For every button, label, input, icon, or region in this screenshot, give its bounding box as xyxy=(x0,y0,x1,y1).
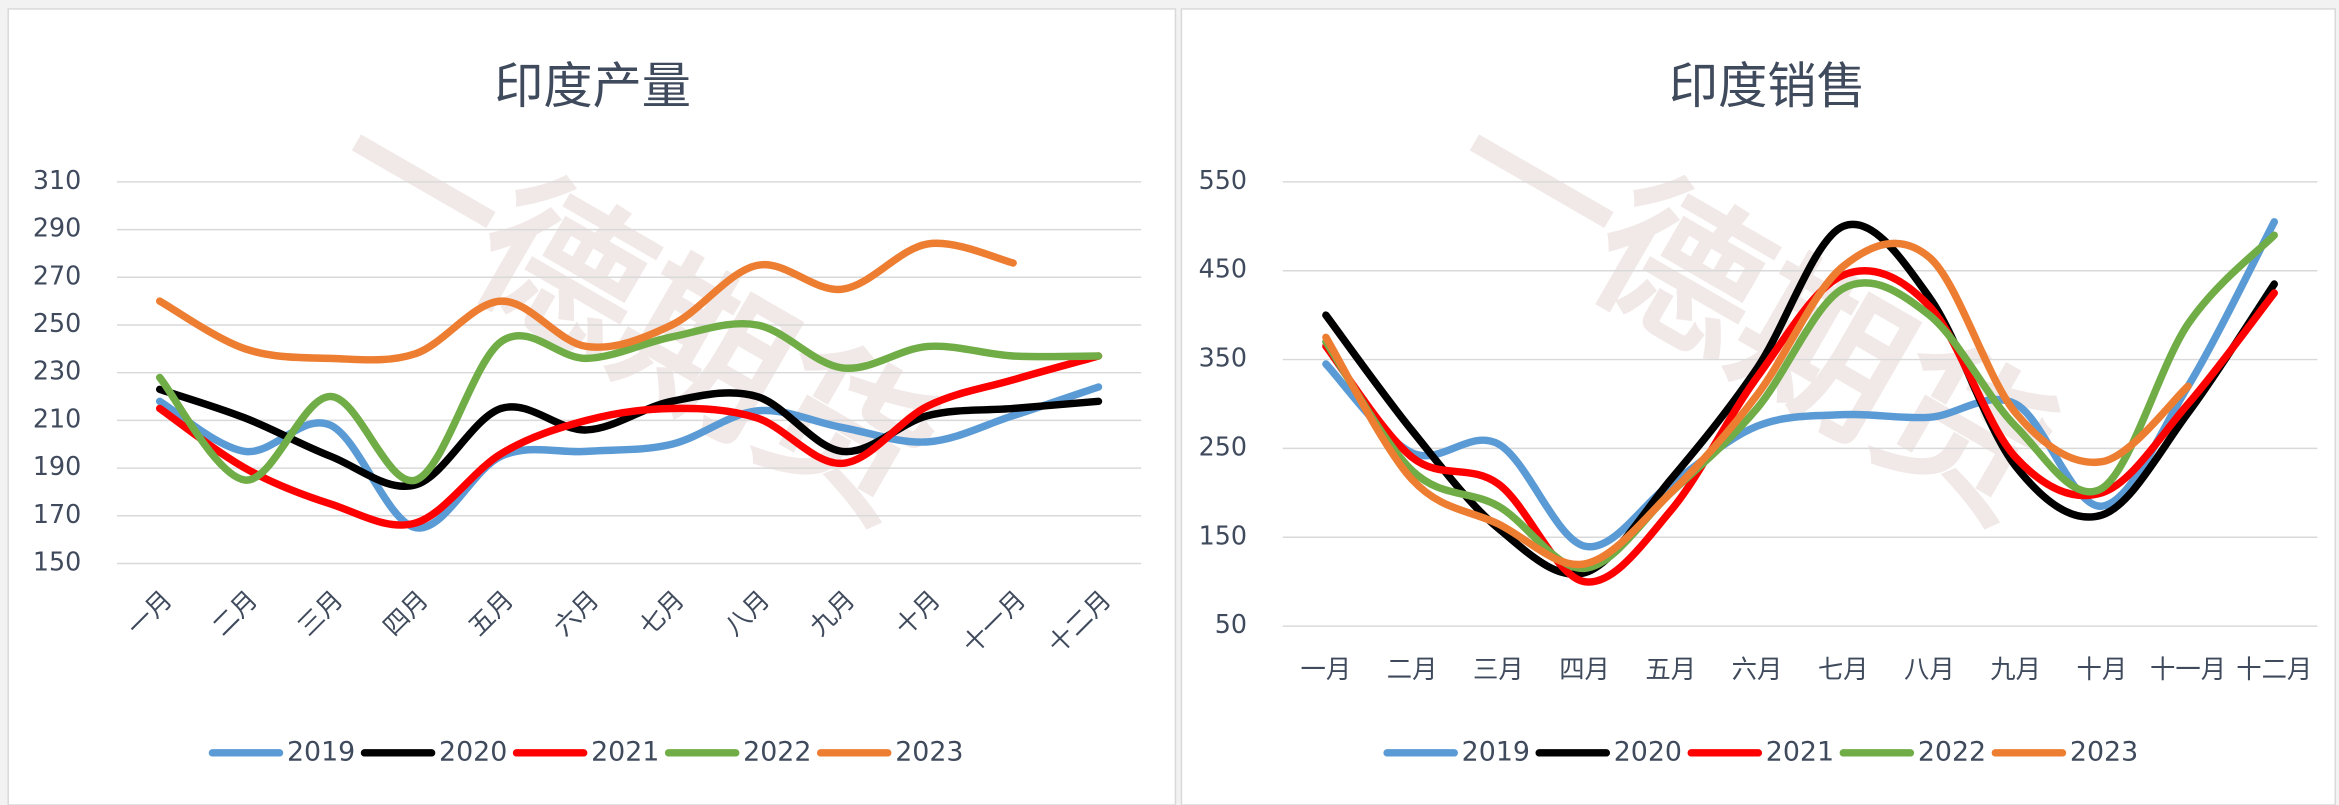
series-line xyxy=(1322,231,2278,573)
series-line xyxy=(1322,218,2278,551)
x-tick-label: 五月 xyxy=(1645,654,1696,684)
chart-title: 印度产量 xyxy=(494,57,691,115)
legend-label: 2022 xyxy=(743,736,811,767)
y-tick-label: 150 xyxy=(1199,520,1247,550)
x-tick-label: 九月 xyxy=(1990,654,2041,684)
series-line xyxy=(155,319,1103,485)
series-line xyxy=(155,383,1103,532)
legend-label: 2019 xyxy=(287,736,355,767)
y-tick-label: 250 xyxy=(33,308,81,338)
x-tick-label: 七月 xyxy=(1818,654,1869,684)
series-line xyxy=(1322,267,2278,586)
y-tick-label: 270 xyxy=(33,260,81,290)
y-tick-label: 450 xyxy=(1199,254,1247,284)
series-line xyxy=(155,352,1103,529)
legend-label: 2022 xyxy=(1918,736,1986,767)
y-tick-label: 50 xyxy=(1215,609,1247,639)
x-tick-label: 六月 xyxy=(1732,654,1783,684)
y-tick-label: 150 xyxy=(33,546,81,576)
y-tick-label: 310 xyxy=(33,165,81,195)
chart-title: 印度销售 xyxy=(1669,57,1866,115)
legend-label: 2019 xyxy=(1462,736,1530,767)
x-tick-label: 三月 xyxy=(1473,654,1524,684)
x-tick-label: 十月 xyxy=(2076,654,2127,684)
y-tick-label: 190 xyxy=(33,451,81,481)
x-tick-label: 十二月 xyxy=(2236,654,2312,684)
legend-label: 2020 xyxy=(1614,736,1682,767)
series-line xyxy=(155,239,1017,364)
x-tick-label: 十一月 xyxy=(2150,654,2226,684)
x-tick-label: 四月 xyxy=(1559,654,1610,684)
y-tick-label: 170 xyxy=(33,499,81,529)
y-tick-label: 550 xyxy=(1199,165,1247,195)
y-tick-label: 350 xyxy=(1199,343,1247,373)
legend-label: 2021 xyxy=(1766,736,1834,767)
y-tick-label: 210 xyxy=(33,403,81,433)
x-tick-label: 八月 xyxy=(1904,654,1955,684)
x-tick-label: 二月 xyxy=(1387,654,1438,684)
legend-label: 2020 xyxy=(439,736,507,767)
series-line xyxy=(1322,239,2192,569)
x-tick-label: 一月 xyxy=(1301,654,1352,684)
y-tick-label: 250 xyxy=(1199,431,1247,461)
legend-label: 2021 xyxy=(591,736,659,767)
y-tick-label: 290 xyxy=(33,213,81,243)
legend-label: 2023 xyxy=(2070,736,2138,767)
y-tick-label: 230 xyxy=(33,356,81,386)
series-line xyxy=(155,385,1103,490)
legend-label: 2023 xyxy=(895,736,963,767)
